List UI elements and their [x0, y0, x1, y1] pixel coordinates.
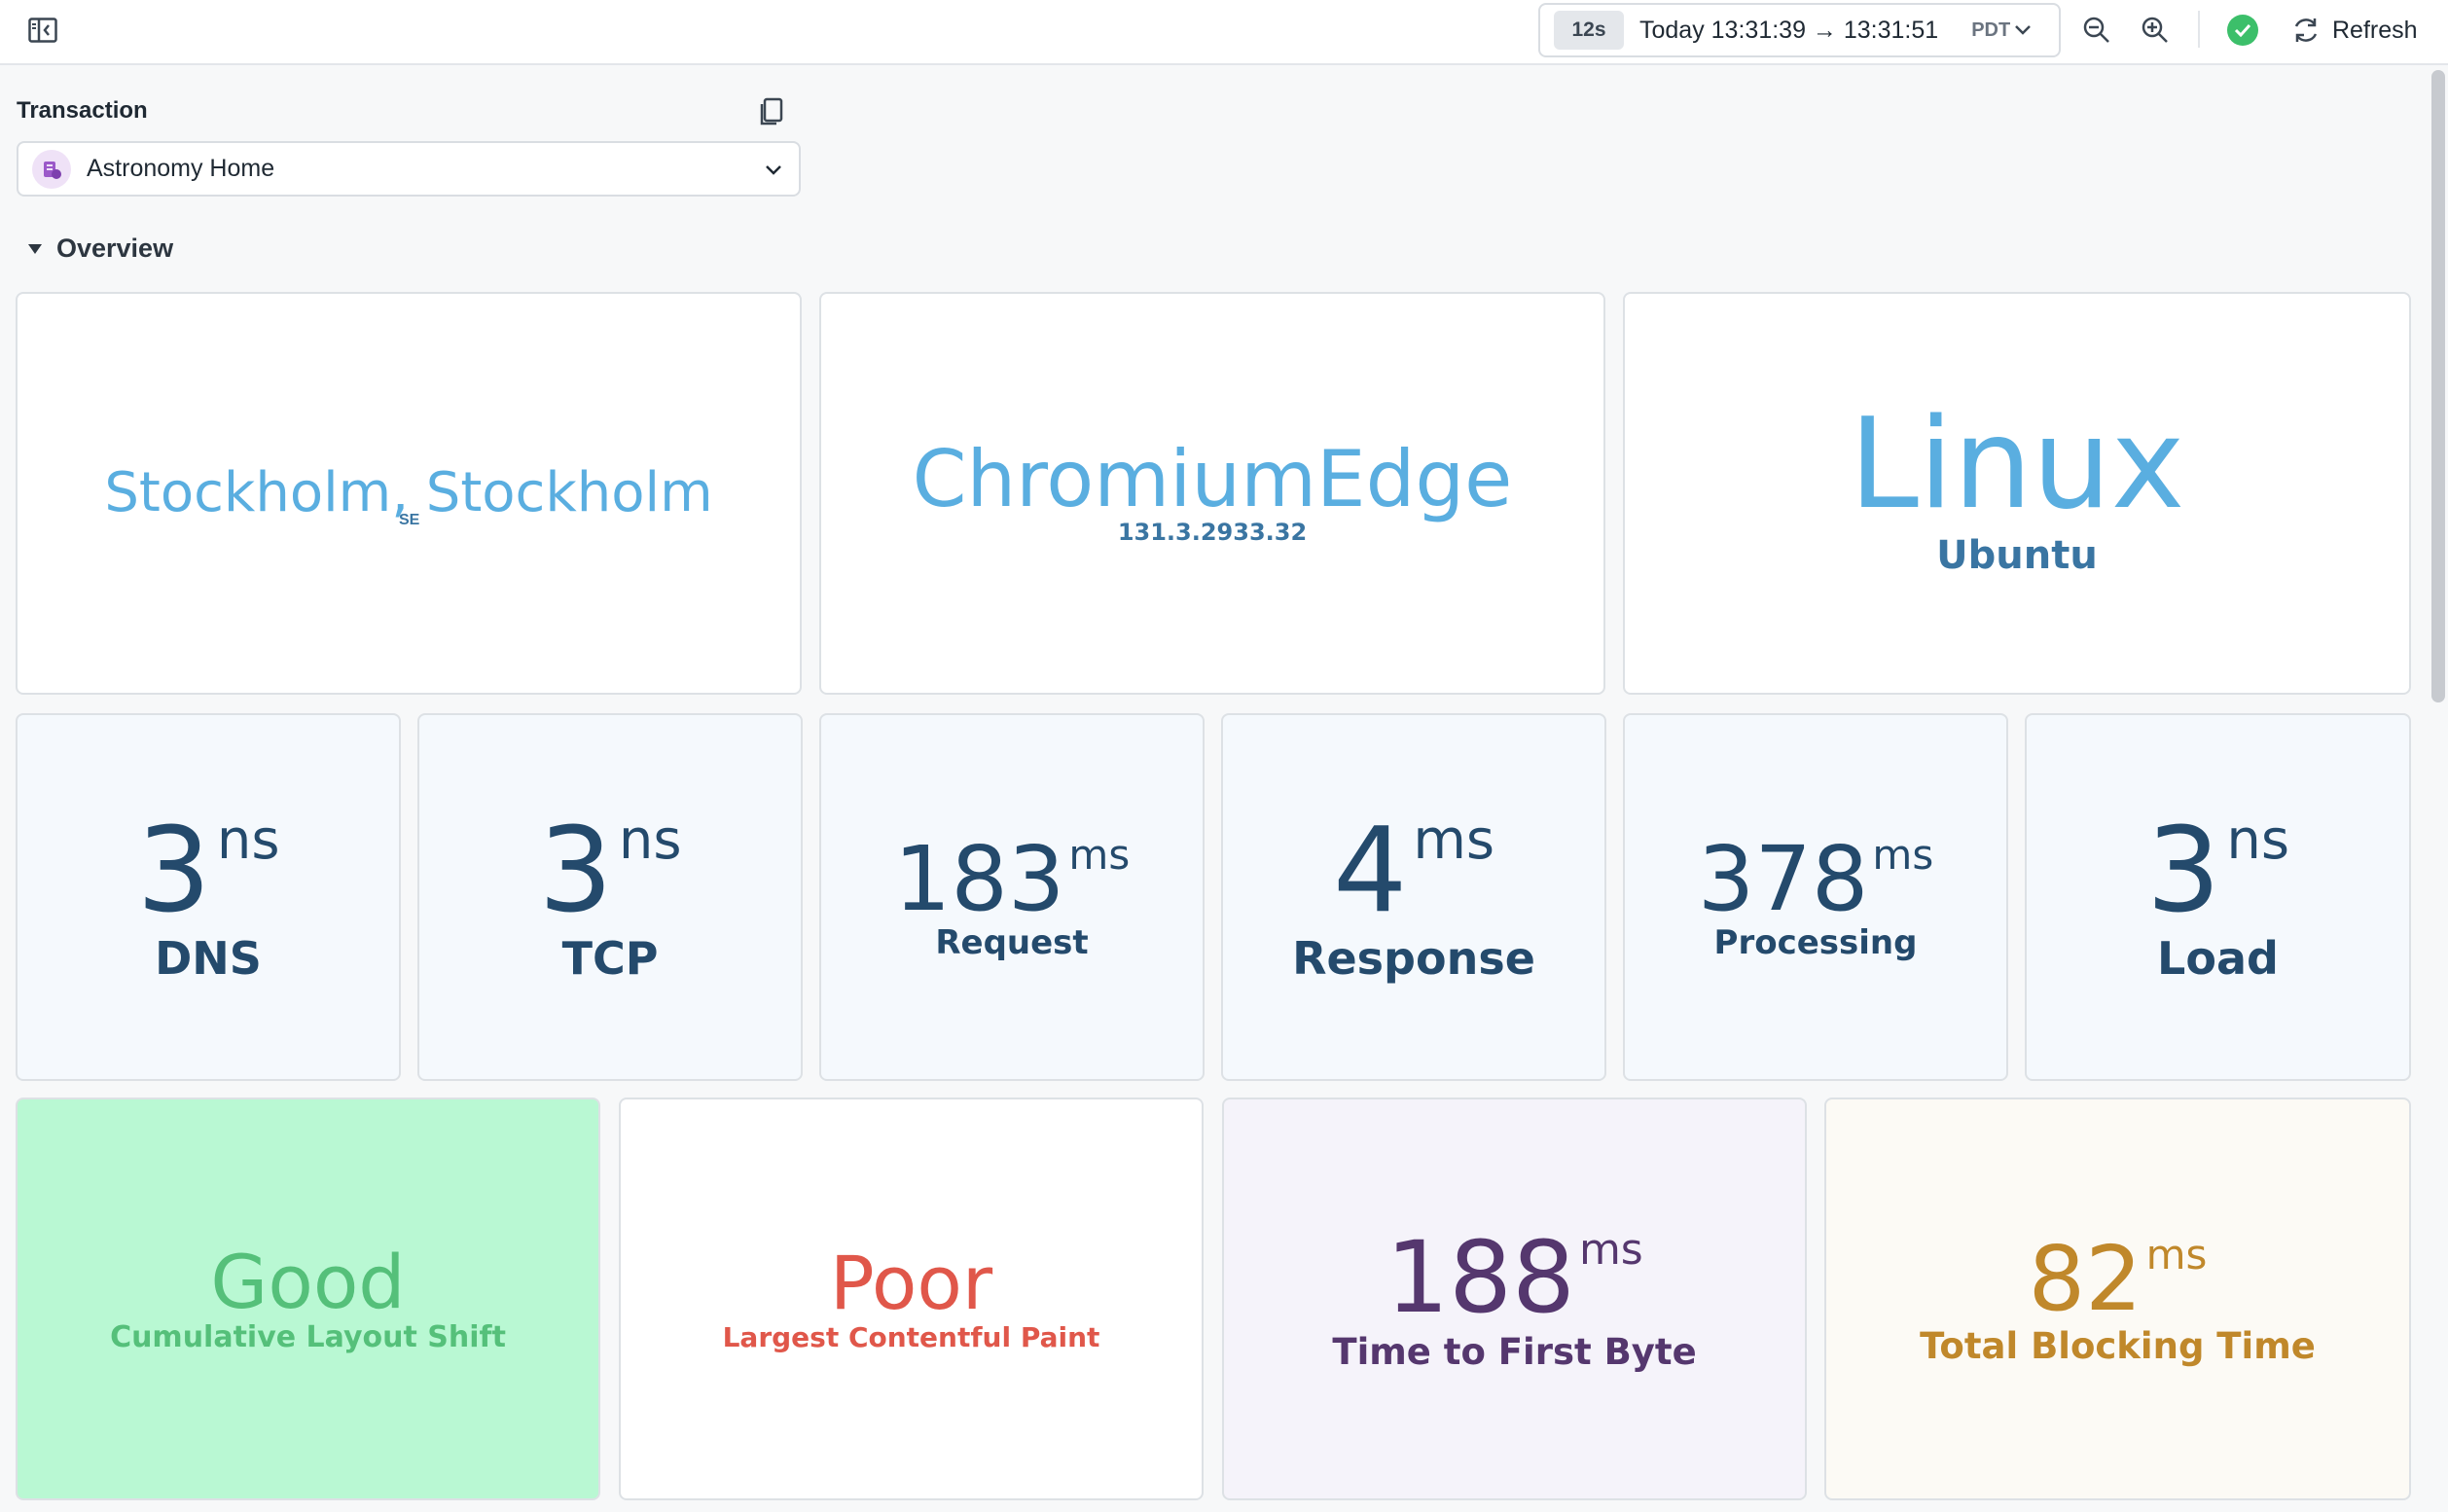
os-card: Linux Ubuntu: [1623, 292, 2411, 695]
vital-value: Good: [210, 1239, 406, 1325]
browser-card: ChromiumEdge 131.3.2933.32: [819, 292, 1605, 695]
vital-unit: ms: [1578, 1224, 1643, 1275]
vital-card-tbt: 82 ms Total Blocking Time: [1824, 1098, 2411, 1500]
copy-icon[interactable]: [755, 95, 788, 128]
status-check-icon: [2227, 15, 2258, 46]
vital-value: 82: [2028, 1226, 2142, 1331]
timing-value: 378: [1697, 827, 1869, 931]
timing-unit: ms: [1068, 831, 1131, 879]
timing-card-dns: 3 ns DNS: [16, 713, 401, 1081]
timing-value: 3: [538, 804, 613, 939]
os-distro: Ubuntu: [1936, 533, 2098, 578]
timing-label: Processing: [1713, 923, 1918, 962]
scrollbar-thumb[interactable]: [2431, 70, 2445, 702]
vital-label: Cumulative Layout Shift: [110, 1320, 506, 1354]
zoom-out-icon[interactable]: [2080, 14, 2113, 47]
vital-card-ttfb: 188 ms Time to First Byte: [1222, 1098, 1807, 1500]
timing-unit: ns: [216, 809, 280, 872]
geo-location-city: Stockholm, Stockholm: [104, 461, 713, 524]
toolbar-divider: [2198, 11, 2200, 48]
timing-unit: ms: [1872, 831, 1934, 879]
timing-card-tcp: 3 ns TCP: [417, 713, 803, 1081]
vital-value: Poor: [829, 1240, 993, 1326]
top-toolbar: 12s Today 13:31:39 → 13:31:51 PDT Refres…: [0, 0, 2448, 65]
vital-label: Total Blocking Time: [1920, 1324, 2316, 1367]
chevron-down-icon: [2015, 25, 2032, 35]
timing-label: Request: [935, 923, 1089, 962]
transaction-label: Transaction: [17, 97, 148, 124]
timing-unit: ms: [1413, 809, 1495, 872]
timing-card-request: 183 ms Request: [819, 713, 1205, 1081]
vital-unit: ms: [2145, 1230, 2208, 1278]
vital-card-lcp: Poor Largest Contentful Paint: [619, 1098, 1204, 1500]
transaction-type-icon: [32, 149, 71, 189]
overview-section-toggle[interactable]: Overview: [27, 234, 173, 264]
zoom-in-icon[interactable]: [2139, 14, 2172, 47]
vital-label: Time to First Byte: [1332, 1330, 1697, 1373]
browser-name: ChromiumEdge: [912, 434, 1513, 524]
time-range-text: Today 13:31:39 → 13:31:51: [1639, 16, 1939, 44]
browser-version: 131.3.2933.32: [1117, 519, 1308, 546]
timing-value: 3: [2145, 804, 2221, 939]
timing-card-processing: 378 ms Processing: [1623, 713, 2008, 1081]
timezone-select[interactable]: PDT: [1971, 19, 2032, 42]
timing-value: 183: [893, 827, 1065, 931]
timing-label: TCP: [561, 932, 659, 985]
timing-unit: ns: [618, 809, 682, 872]
time-range-picker[interactable]: 12s Today 13:31:39 → 13:31:51 PDT: [1538, 3, 2061, 57]
timing-unit: ns: [2226, 809, 2290, 872]
refresh-label: Refresh: [2332, 16, 2418, 44]
timing-value: 3: [136, 804, 211, 939]
timing-label: DNS: [155, 932, 262, 985]
timing-card-response: 4 ms Response: [1221, 713, 1606, 1081]
vital-card-cls: Good Cumulative Layout Shift: [16, 1098, 600, 1500]
caret-down-icon: [28, 243, 42, 254]
overview-label: Overview: [56, 234, 174, 263]
panel-toggle-icon[interactable]: [26, 16, 59, 45]
vital-label: Largest Contentful Paint: [722, 1321, 1100, 1353]
geo-country-code: SE: [399, 512, 420, 528]
refresh-icon: [2294, 18, 2318, 42]
vital-value: 188: [1386, 1219, 1575, 1336]
refresh-button[interactable]: Refresh: [2291, 12, 2418, 49]
os-name: Linux: [1849, 392, 2185, 537]
timing-card-load: 3 ns Load: [2025, 713, 2411, 1081]
chevron-down-icon: [766, 165, 781, 175]
geo-location-card: Stockholm, Stockholm SE: [16, 292, 802, 695]
timezone-label: PDT: [1971, 18, 2011, 41]
timing-label: Load: [2157, 932, 2279, 985]
transaction-select[interactable]: Astronomy Home: [17, 141, 801, 197]
duration-badge: 12s: [1554, 11, 1624, 50]
timing-value: 4: [1332, 804, 1408, 939]
transaction-selected-value: Astronomy Home: [87, 155, 275, 182]
timing-label: Response: [1292, 932, 1535, 985]
